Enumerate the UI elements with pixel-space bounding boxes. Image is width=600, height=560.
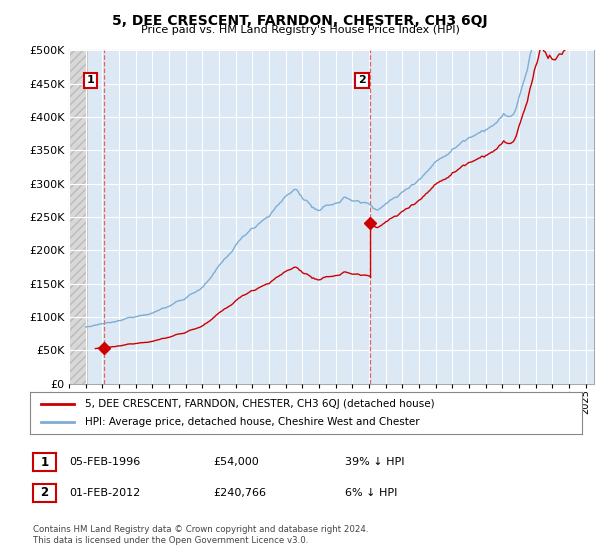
Text: Contains HM Land Registry data © Crown copyright and database right 2024.
This d: Contains HM Land Registry data © Crown c… [33, 525, 368, 545]
Bar [69, 50, 87, 384]
Text: 1: 1 [86, 76, 94, 85]
Text: 01-FEB-2012: 01-FEB-2012 [69, 488, 140, 498]
Bar [87, 50, 600, 384]
Text: 2: 2 [358, 76, 366, 85]
Text: 5, DEE CRESCENT, FARNDON, CHESTER, CH3 6QJ (detached house): 5, DEE CRESCENT, FARNDON, CHESTER, CH3 6… [85, 399, 435, 409]
Text: 39% ↓ HPI: 39% ↓ HPI [345, 457, 404, 467]
Text: £240,766: £240,766 [213, 488, 266, 498]
Bar [69, 50, 87, 384]
Text: Price paid vs. HM Land Registry's House Price Index (HPI): Price paid vs. HM Land Registry's House … [140, 25, 460, 35]
Text: 05-FEB-1996: 05-FEB-1996 [69, 457, 140, 467]
Text: 2: 2 [40, 486, 49, 500]
Text: HPI: Average price, detached house, Cheshire West and Chester: HPI: Average price, detached house, Ches… [85, 417, 420, 427]
Text: 5, DEE CRESCENT, FARNDON, CHESTER, CH3 6QJ: 5, DEE CRESCENT, FARNDON, CHESTER, CH3 6… [112, 14, 488, 28]
Text: 6% ↓ HPI: 6% ↓ HPI [345, 488, 397, 498]
Text: £54,000: £54,000 [213, 457, 259, 467]
Text: 1: 1 [40, 455, 49, 469]
